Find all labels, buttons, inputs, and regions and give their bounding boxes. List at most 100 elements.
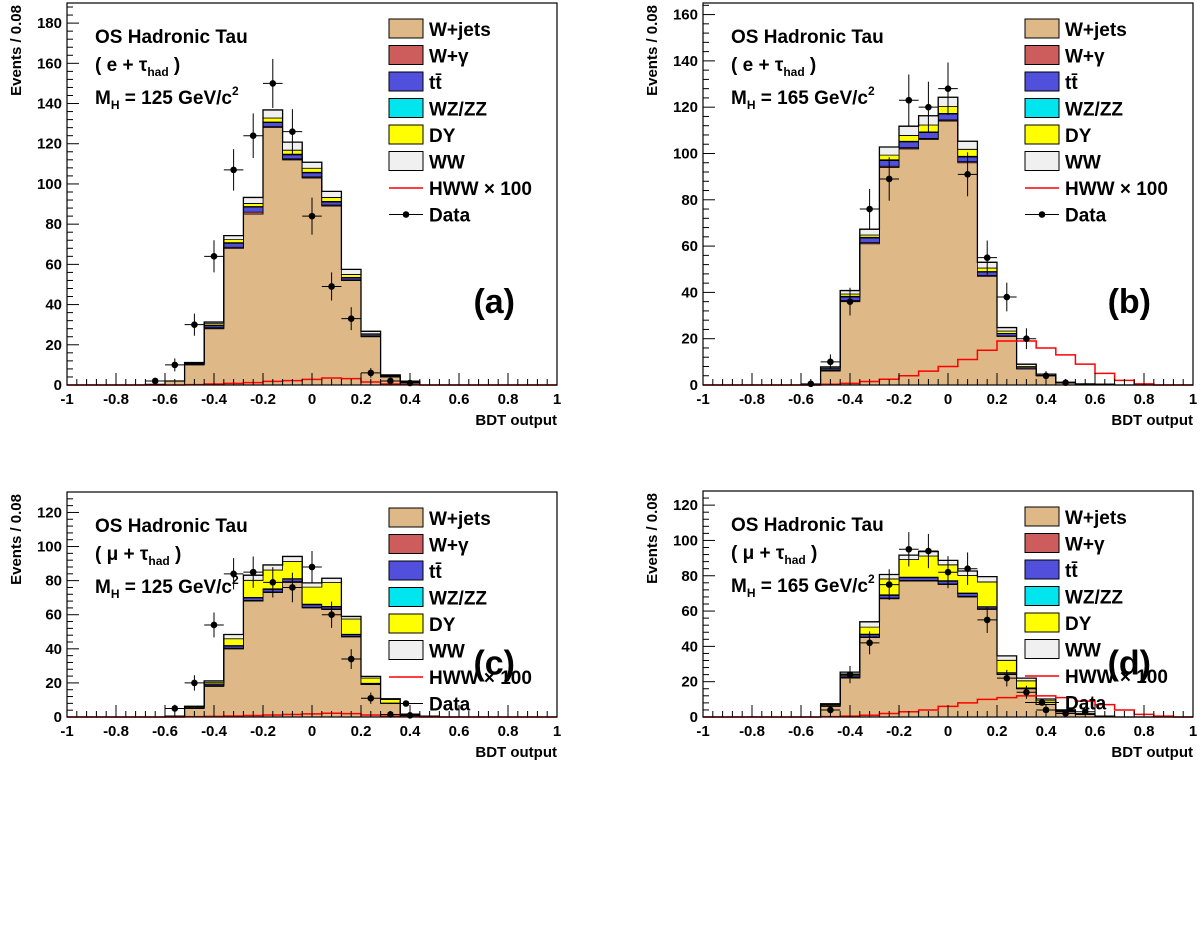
- y-tick-label: 140: [673, 53, 698, 70]
- legend-item-wzzz: WZ/ZZ: [388, 98, 487, 121]
- channel-tail: ): [806, 543, 818, 564]
- data-marker: [846, 671, 854, 678]
- legend-label: tt̄: [429, 562, 442, 583]
- annotation-channel: ( μ + τhad ): [731, 543, 817, 567]
- x-tick-label: 1: [553, 391, 561, 408]
- data-marker: [249, 132, 257, 139]
- legend-swatch: [388, 151, 424, 171]
- y-tick-label: 60: [45, 607, 62, 624]
- data-marker: [846, 298, 854, 305]
- data-marker: [964, 565, 971, 572]
- legend-item-wgamma: W+γ: [388, 45, 469, 68]
- data-marker: [905, 545, 913, 553]
- x-tick-label: 0: [944, 391, 952, 408]
- data-marker: [983, 254, 991, 261]
- legend-item-wgamma: W+γ: [388, 534, 469, 557]
- y-tick-label: 0: [54, 709, 62, 726]
- mass-sub: H: [111, 587, 120, 601]
- legend-item-data: Data: [1025, 694, 1107, 715]
- legend-label: tt̄: [429, 73, 442, 94]
- legend-swatch: [1024, 506, 1060, 527]
- data-point: [302, 550, 322, 584]
- legend-item-hww: HWW × 100: [1025, 667, 1168, 688]
- legend-label: tt̄: [1065, 73, 1078, 94]
- data-marker: [905, 96, 913, 104]
- x-axis: -1 -0.8 -0.6 -0.4 -0.2 0 0.2 0.4 0.6 0.8 1 BDT outp…: [696, 373, 1197, 429]
- x-tick-label: -0.2: [886, 391, 912, 408]
- panel-label: (d): [1108, 644, 1151, 682]
- legend-swatch: [1024, 45, 1060, 65]
- legend-swatch: [1024, 533, 1060, 553]
- data-point: [840, 287, 860, 316]
- legend-item-wgamma: W+γ: [1024, 533, 1105, 556]
- data-point: [361, 692, 381, 704]
- legend-item-data: Data: [1025, 206, 1107, 227]
- legend-item-ww: WW: [388, 640, 465, 663]
- legend-item-data: Data: [389, 206, 471, 227]
- annotation-title: OS Hadronic Tau: [95, 27, 248, 48]
- mass-m: M: [731, 88, 747, 109]
- legend-label: W+γ: [429, 47, 469, 68]
- stack: [67, 109, 557, 386]
- channel-sub: had: [147, 65, 168, 79]
- data-marker: [289, 128, 296, 135]
- x-tick-label: -0.4: [837, 391, 864, 408]
- x-tick-label: 0.6: [1085, 723, 1106, 740]
- legend-label: DY: [1065, 614, 1092, 635]
- data-marker: [249, 568, 257, 576]
- data-point: [321, 272, 342, 301]
- legend-swatch: [388, 587, 424, 607]
- annotation: OS Hadronic Tau ( μ + τhad ) MH = 125 GeV/…: [95, 516, 248, 601]
- annotation-mass: MH = 165 GeV/c2: [731, 572, 875, 600]
- x-tick-label: 0: [308, 723, 316, 740]
- data-point: [243, 556, 263, 588]
- annotation-title: OS Hadronic Tau: [95, 516, 248, 537]
- data-marker: [210, 253, 218, 260]
- y-axis: 0 20 40 60 80 100 120 140 160 180 Events / 0.08: [8, 5, 79, 394]
- data-marker: [171, 705, 179, 712]
- legend-item-wzzz: WZ/ZZ: [1024, 98, 1123, 121]
- data-marker: [1003, 293, 1011, 301]
- data-marker: [289, 584, 296, 591]
- panel-label: (a): [473, 283, 515, 321]
- legend-label: WW: [1065, 641, 1101, 662]
- legend-label: WW: [429, 642, 465, 663]
- data-marker: [367, 694, 375, 702]
- data-point: [263, 567, 283, 598]
- legend-swatch: [1024, 98, 1060, 118]
- data-point: [997, 282, 1017, 312]
- legend-swatch: [388, 613, 424, 634]
- x-tick-label: 0.6: [449, 391, 470, 408]
- legend-label: Data: [1065, 206, 1107, 227]
- legend: W+jets W+γ tt̄ WZ/ZZ DY WW HWW × 100 Data: [1024, 506, 1168, 715]
- stack: [703, 96, 1193, 386]
- legend-label: WZ/ZZ: [1065, 588, 1123, 609]
- data-point: [820, 354, 841, 370]
- mass-exp: 2: [868, 84, 875, 98]
- x-axis-title: BDT output: [1111, 744, 1193, 761]
- x-tick-label: -0.4: [201, 723, 228, 740]
- y-tick-label: 80: [45, 573, 62, 590]
- x-tick-label: 0.6: [449, 723, 470, 740]
- y-tick-label: 100: [673, 532, 698, 549]
- channel-tail: ): [805, 55, 817, 76]
- data-marker: [983, 616, 991, 624]
- mass-value: = 125 GeV/c: [120, 88, 233, 109]
- mass-exp: 2: [232, 573, 239, 587]
- legend-item-dy: DY: [388, 613, 456, 636]
- y-tick-label: 0: [54, 377, 62, 394]
- data-point: [184, 675, 205, 691]
- legend-label: WZ/ZZ: [429, 100, 487, 121]
- data-point: [859, 631, 880, 655]
- legend-swatch: [388, 18, 424, 39]
- mass-m: M: [95, 577, 111, 598]
- x-tick-label: 0.4: [1036, 391, 1058, 408]
- legend-item-ttbar: tt̄: [1024, 559, 1078, 582]
- data-marker: [885, 581, 893, 588]
- x-tick-label: -0.6: [152, 723, 178, 740]
- panel-d: -1 -0.8 -0.6 -0.4 -0.2 0 0.2 0.4 0.6 0.8 1 BDT outp…: [644, 490, 1197, 761]
- x-tick-label: 0.4: [400, 723, 422, 740]
- legend-item-hww: HWW × 100: [389, 179, 532, 200]
- y-tick-label: 40: [45, 641, 62, 658]
